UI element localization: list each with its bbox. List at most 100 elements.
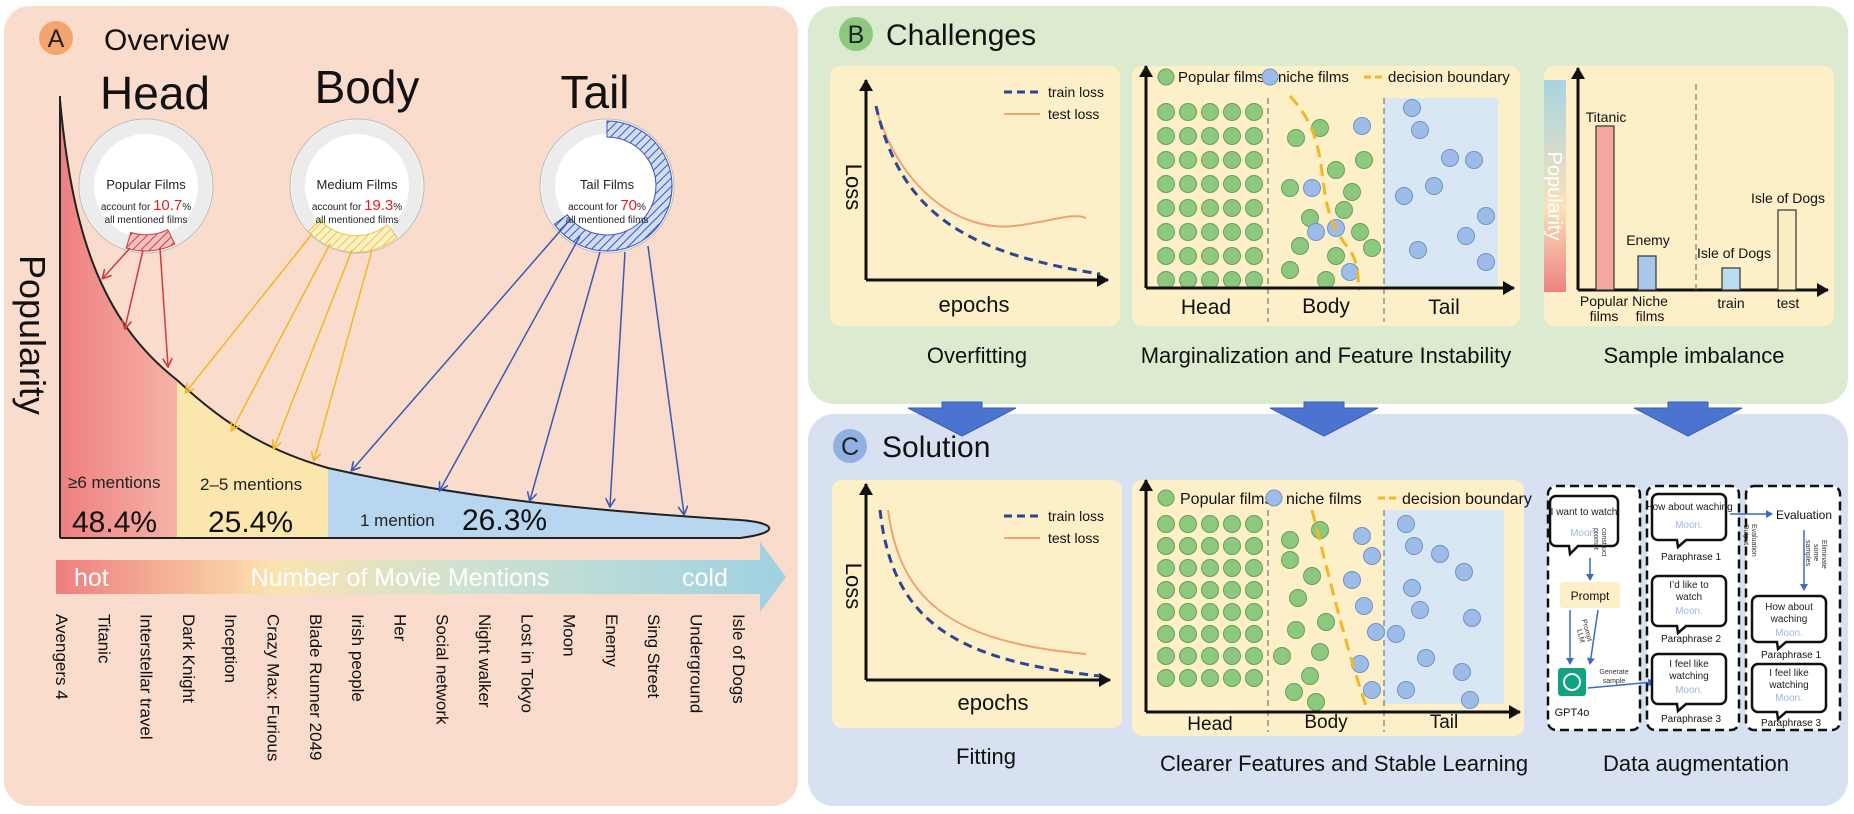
popular-film-dot [1327, 247, 1345, 265]
popular-film-dot [1223, 581, 1241, 599]
transition-arrow-2 [1269, 401, 1379, 437]
aug-bubble-1-text: I want to watch [1551, 507, 1618, 518]
popular-film-dot [1317, 613, 1335, 631]
head-mentions: ≥6 mentions [68, 473, 161, 492]
b-bars-caption: Sample imbalance [1604, 343, 1785, 368]
panel-b: B Challenges Loss epochs train loss test… [808, 6, 1848, 404]
ring-body-line3: all mentioned films [316, 215, 399, 226]
c-train-legend: train loss [1048, 508, 1104, 524]
niche-film-dot [1409, 241, 1427, 259]
popular-film-dot [1157, 223, 1175, 241]
popular-film-dot [1335, 201, 1353, 219]
b-loss-xlabel: epochs [939, 292, 1010, 317]
b-legend-niche: niche films [1278, 69, 1349, 86]
ring-body-line1: Medium Films [317, 177, 398, 192]
popular-film-dot [1281, 179, 1299, 197]
arrow-hot: hot [74, 564, 109, 592]
c-legend-popular: Popular films [1180, 491, 1272, 508]
tail-title: Tail [560, 66, 629, 118]
c-tail-zone [1384, 510, 1504, 704]
popular-film-dot [1179, 537, 1197, 555]
niche-film-dot [1397, 515, 1415, 533]
popular-film-dot [1223, 603, 1241, 621]
head-title: Head [100, 67, 210, 119]
b-legend-boundary: decision boundary [1388, 69, 1510, 86]
popular-film-dot [1201, 199, 1219, 217]
movie-label: Social network [433, 614, 452, 725]
b-enemy-label: Enemy [1626, 232, 1670, 248]
popular-film-dot [1223, 223, 1241, 241]
aug-paraphrase-3-bubble [1650, 652, 1728, 714]
movie-label: Lost in Tokyo [517, 614, 536, 713]
aug-bubble-1-moon: Moon. [1570, 528, 1598, 539]
b-legend-popular-dot [1157, 68, 1175, 86]
transition-arrow-3 [1633, 401, 1743, 437]
niche-film-dot [1453, 663, 1471, 681]
panel-a-badge [39, 21, 73, 55]
ring-head-line2: account for 10.7% [101, 197, 191, 214]
popular-film-dot [1245, 625, 1263, 643]
c-loss-xlabel: epochs [958, 690, 1029, 715]
popular-film-dot [1289, 589, 1307, 607]
popular-film-dot [1281, 261, 1299, 279]
ring-body-line2: account for 19.3% [312, 197, 402, 214]
movie-label: Titanic [94, 614, 113, 664]
b-bars-card [1544, 66, 1834, 326]
body-region [177, 380, 328, 538]
niche-film-dot [1403, 99, 1421, 117]
movie-label: Enemy [602, 614, 621, 667]
popular-film-dot [1307, 693, 1325, 711]
popular-film-dot [1303, 567, 1321, 585]
aug-final-1-bubble [1750, 594, 1828, 652]
popular-film-dot [1179, 647, 1197, 665]
popular-film-dot [1201, 559, 1219, 577]
tail-percent: 26.3% [462, 504, 547, 537]
popular-film-dot [1179, 669, 1197, 687]
popular-film-dot [1157, 199, 1175, 217]
c-body-label: Body [1304, 712, 1348, 733]
b-head-label: Head [1181, 296, 1231, 319]
popular-film-dot [1201, 537, 1219, 555]
popular-film-dot [1287, 621, 1305, 639]
niche-film-dot [1457, 227, 1475, 245]
popular-film-dot [1201, 603, 1219, 621]
niche-film-dot [1431, 545, 1449, 563]
aug-paraphrase-1-text: How about waching [1645, 502, 1732, 513]
b-loss-ylabel: Loss [841, 164, 866, 210]
body-mentions: 2–5 mentions [200, 475, 302, 494]
panel-a-title: Overview [104, 24, 229, 57]
popular-film-dot [1245, 559, 1263, 577]
head-percent: 48.4% [72, 506, 157, 539]
mentions-arrow [56, 542, 786, 612]
popular-film-dot [1245, 199, 1263, 217]
bar-titanic [1595, 125, 1615, 291]
body-title: Body [315, 61, 420, 113]
aug-eval-output-1: Evaluation [1750, 524, 1757, 557]
popular-film-dot [1201, 175, 1219, 193]
c-test-loss-curve [887, 509, 1087, 655]
movie-label: Crazy Max: Furious [264, 614, 283, 761]
popular-film-dot [1281, 531, 1299, 549]
niche-film-dot [1387, 625, 1405, 643]
aug-evaluation-label: Evaluation [1776, 508, 1832, 522]
popular-film-dot [1285, 683, 1303, 701]
aug-paraphrase-1-bubble [1650, 492, 1728, 550]
b-loss-caption: Overfitting [927, 343, 1027, 368]
b-popularity-gradient [1544, 80, 1566, 292]
aug-final-3-label: Paraphrase 3 [1761, 718, 1821, 729]
popular-film-dot [1355, 151, 1373, 169]
tail-region [328, 468, 770, 538]
movie-labels: Avengers 4 Titanic Interstellar travel Dark… [52, 614, 748, 761]
c-legend-niche: niche films [1286, 491, 1362, 508]
ring-tail: Tail Films account for 70% all mentioned… [539, 118, 675, 254]
ring-head: Popular Films account for 10.7% all ment… [78, 118, 214, 254]
aug-paraphrase-3-label: Paraphrase 3 [1661, 714, 1721, 725]
bar-enemy [1637, 255, 1657, 291]
aug-prompt-box [1560, 582, 1620, 608]
niche-film-dot [1405, 537, 1423, 555]
popular-film-dot [1157, 603, 1175, 621]
ring-tail-line3: all mentioned films [566, 215, 649, 226]
movie-label: Avengers 4 [52, 614, 71, 700]
niche-film-dot [1367, 623, 1385, 641]
